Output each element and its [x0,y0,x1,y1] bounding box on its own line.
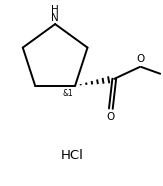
Text: H: H [51,5,59,15]
Text: O: O [136,54,144,64]
Text: HCl: HCl [61,149,84,162]
Text: &1: &1 [62,89,73,98]
Text: N: N [51,13,59,23]
Text: O: O [107,112,115,122]
